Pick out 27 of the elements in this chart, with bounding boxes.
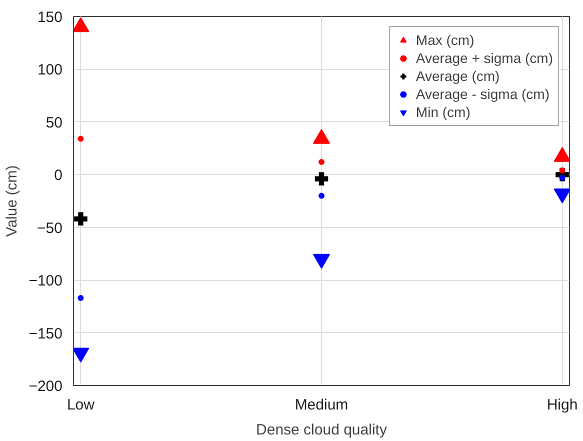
point <box>559 167 566 174</box>
legend-label: Average + sigma (cm) <box>416 50 553 66</box>
y-tick-label: −200 <box>28 378 63 395</box>
y-tick-label: 150 <box>37 9 63 26</box>
x-tick-label: Low <box>66 396 95 414</box>
y-tick-label: −50 <box>37 220 63 237</box>
y-tick-label: −150 <box>28 325 63 342</box>
x-axis-title: Dense cloud quality <box>256 422 388 438</box>
point <box>74 17 90 32</box>
x-tick-label: Medium <box>294 396 348 414</box>
point <box>313 254 330 269</box>
legend-label: Max (cm) <box>416 32 474 48</box>
point <box>74 212 88 226</box>
point <box>318 158 324 165</box>
legend-label: Min (cm) <box>416 104 470 120</box>
x-tick-label: High <box>546 396 578 414</box>
legend-label: Average (cm) <box>416 68 500 84</box>
point <box>318 192 324 199</box>
point <box>74 348 90 363</box>
y-tick-label: 50 <box>46 114 63 132</box>
legend-label: Average - sigma (cm) <box>416 86 550 102</box>
y-tick-label: −100 <box>28 272 63 290</box>
point <box>314 172 328 186</box>
y-tick-label: 0 <box>54 167 62 184</box>
y-tick-label: 100 <box>37 62 63 79</box>
point <box>78 136 84 142</box>
y-axis-title: Value (cm) <box>4 165 21 237</box>
